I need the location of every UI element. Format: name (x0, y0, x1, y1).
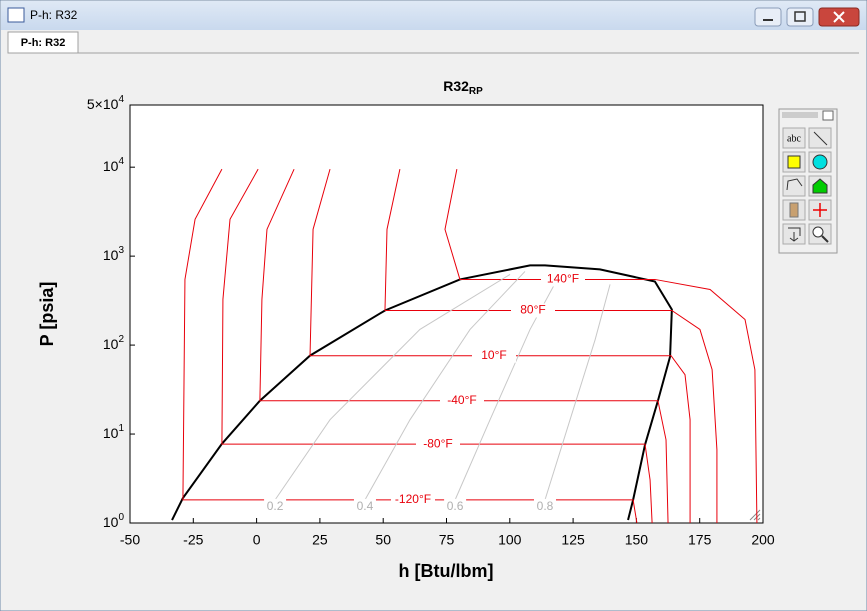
title-bar (1, 1, 866, 30)
quality-line (364, 271, 526, 501)
x-tick-label: 0 (253, 532, 261, 548)
y-tick-label: 101 (103, 423, 125, 441)
y-tick-exponent: 4 (118, 156, 124, 167)
toolbar: abc (778, 108, 838, 254)
isotherm-label: -120°F (395, 492, 431, 506)
y-tick-base: 10 (103, 336, 119, 352)
quality-label: 0.8 (537, 499, 554, 513)
x-axis-label: h [Btu/lbm] (399, 561, 494, 581)
y-tick-base: 10 (103, 514, 119, 530)
y-tick-label: 5×104 (87, 94, 125, 112)
y-tick-label: 104 (103, 156, 125, 174)
y-tick-base: 10 (103, 158, 119, 174)
tab[interactable] (7, 31, 79, 54)
y-tick-label: 100 (103, 512, 125, 530)
tab-label: P-h: R32 (21, 37, 66, 49)
isotherm-label: 10°F (481, 348, 506, 362)
quality-label: 0.6 (447, 499, 464, 513)
maximize-button[interactable] (786, 7, 814, 27)
x-tick-label: 75 (439, 532, 455, 548)
label-bg (444, 498, 467, 513)
isotherm (259, 168, 669, 523)
x-tick-label: 125 (561, 532, 585, 548)
y-tick-base: 5×10 (87, 96, 119, 112)
saturation-dome (171, 264, 673, 521)
isotherm-label: -80°F (423, 436, 452, 450)
y-tick-base: 10 (103, 247, 119, 263)
x-tick-label: 100 (498, 532, 522, 548)
chart-title: R32RP (443, 78, 483, 97)
y-tick-exponent: 3 (118, 245, 124, 256)
minimize-button[interactable] (754, 7, 782, 27)
plot-area (129, 104, 764, 524)
y-tick-base: 10 (103, 425, 119, 441)
isotherm-label: 140°F (547, 272, 579, 286)
y-axis-label: P [psia] (37, 282, 57, 347)
x-tick-label: -25 (183, 532, 203, 548)
label-bg (472, 348, 516, 363)
app-icon (7, 7, 25, 23)
isotherm-label: 80°F (520, 303, 545, 317)
quality-line (274, 273, 511, 501)
isotherm (384, 169, 718, 523)
x-tick-label: -50 (120, 532, 140, 548)
label-bg (416, 437, 460, 452)
label-bg (264, 498, 287, 513)
isotherm (221, 168, 653, 523)
x-tick-label: 25 (312, 532, 328, 548)
isotherm-label: -40°F (447, 393, 476, 407)
quality-line (544, 284, 611, 501)
y-tick-exponent: 0 (118, 512, 124, 523)
text-tool-label: abc (787, 133, 801, 144)
isotherm (444, 169, 758, 523)
y-tick-exponent: 1 (118, 423, 124, 434)
isotherm (182, 168, 638, 523)
y-tick-label: 103 (103, 245, 125, 263)
quality-label: 0.2 (267, 499, 284, 513)
x-tick-label: 200 (751, 532, 775, 548)
isotherm (309, 169, 691, 523)
label-bg (541, 272, 585, 287)
quality-label: 0.4 (357, 499, 374, 513)
x-tick-label: 150 (625, 532, 649, 548)
y-tick-exponent: 4 (118, 94, 124, 105)
x-tick-label: 50 (375, 532, 391, 548)
toolbar-close[interactable] (822, 110, 834, 121)
window-title: P-h: R32 (30, 8, 78, 22)
label-bg (353, 498, 376, 513)
label-bg (511, 303, 555, 318)
label-bg (440, 393, 484, 408)
y-tick-label: 102 (103, 334, 125, 352)
label-bg (391, 492, 435, 507)
label-bg (533, 498, 556, 513)
y-tick-exponent: 2 (118, 334, 124, 345)
plot-lines (171, 168, 758, 523)
x-tick-label: 175 (688, 532, 712, 548)
text-tool[interactable] (782, 127, 806, 149)
quality-line (454, 274, 561, 501)
